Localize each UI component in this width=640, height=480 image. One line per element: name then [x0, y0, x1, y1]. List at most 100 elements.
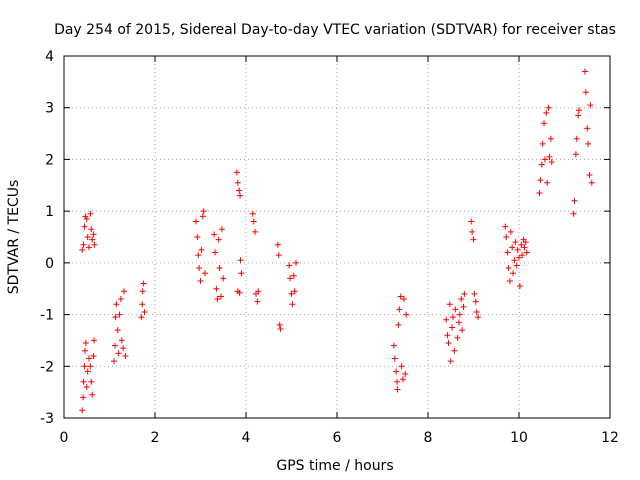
- data-point: [538, 161, 545, 168]
- x-tick-label: 10: [510, 430, 528, 446]
- data-point: [288, 290, 295, 297]
- data-point: [83, 383, 90, 390]
- data-point: [456, 311, 463, 318]
- data-point: [511, 257, 518, 264]
- data-point: [506, 277, 513, 284]
- data-point: [512, 239, 519, 246]
- data-point: [237, 257, 244, 264]
- data-point: [236, 289, 243, 296]
- data-point: [202, 270, 209, 277]
- data-point: [141, 308, 148, 315]
- data-point: [250, 218, 257, 225]
- data-point: [82, 213, 89, 220]
- data-point: [504, 249, 511, 256]
- data-point: [197, 277, 204, 284]
- data-point: [444, 332, 451, 339]
- data-point: [234, 179, 241, 186]
- x-tick-label: 12: [601, 430, 619, 446]
- data-point: [79, 246, 86, 253]
- chart-title: Day 254 of 2015, Sidereal Day-to-day VTE…: [54, 22, 616, 38]
- x-tick-label: 2: [151, 430, 160, 446]
- data-point: [450, 314, 457, 321]
- data-point: [541, 156, 548, 163]
- data-point: [81, 347, 88, 354]
- data-point: [400, 296, 407, 303]
- data-point: [286, 262, 293, 269]
- x-axis-title: GPS time / hours: [276, 458, 393, 474]
- data-point: [514, 246, 521, 253]
- y-tick-label: 1: [45, 204, 54, 220]
- data-point: [390, 342, 397, 349]
- data-point: [276, 321, 283, 328]
- data-point: [521, 244, 528, 251]
- data-point: [293, 259, 300, 266]
- data-point: [87, 210, 94, 217]
- data-point: [523, 249, 530, 256]
- data-point: [291, 288, 298, 295]
- x-tick-label: 6: [333, 430, 342, 446]
- data-point: [539, 140, 546, 147]
- data-point: [196, 265, 203, 272]
- data-point: [217, 293, 224, 300]
- data-point: [503, 234, 510, 240]
- data-point: [452, 306, 459, 313]
- data-point: [195, 252, 202, 259]
- data-point: [571, 197, 578, 204]
- data-point: [90, 231, 97, 238]
- data-point: [443, 316, 450, 323]
- data-point: [468, 218, 475, 225]
- data-point: [545, 104, 552, 111]
- data-point: [394, 378, 401, 385]
- data-points: [79, 68, 595, 414]
- data-point: [502, 223, 509, 230]
- data-point: [391, 355, 398, 362]
- data-point: [220, 275, 227, 282]
- data-point: [522, 239, 529, 246]
- data-point: [200, 208, 207, 215]
- data-point: [546, 153, 553, 160]
- data-point: [90, 352, 97, 359]
- data-point: [216, 265, 223, 272]
- y-axis-title: SDTVAR / TECUs: [6, 180, 22, 295]
- data-point: [447, 358, 454, 365]
- data-point: [88, 378, 95, 385]
- data-point: [215, 236, 222, 243]
- data-point: [82, 340, 89, 347]
- data-point: [88, 226, 95, 233]
- data-point: [198, 246, 205, 253]
- data-point: [80, 241, 87, 248]
- x-tick-label: 0: [60, 430, 69, 446]
- data-point: [582, 89, 589, 96]
- data-point: [475, 314, 482, 321]
- data-point: [120, 345, 127, 352]
- y-tick-label: 3: [45, 101, 54, 117]
- data-point: [213, 285, 220, 292]
- data-point: [572, 151, 579, 158]
- data-point: [86, 244, 93, 251]
- data-point: [290, 272, 297, 279]
- data-point: [87, 363, 94, 370]
- data-point: [139, 288, 146, 295]
- data-point: [541, 120, 548, 127]
- data-point: [399, 376, 406, 383]
- data-point: [588, 179, 595, 186]
- data-point: [80, 378, 87, 385]
- data-point: [118, 337, 125, 344]
- data-point: [454, 334, 461, 341]
- data-point: [122, 352, 129, 359]
- data-point: [238, 270, 245, 277]
- data-point: [199, 213, 206, 220]
- data-point: [393, 368, 400, 375]
- grid-lines: [64, 56, 610, 418]
- data-point: [289, 301, 296, 308]
- data-point: [516, 283, 523, 290]
- data-point: [218, 226, 225, 233]
- data-point: [111, 358, 118, 365]
- data-point: [473, 308, 480, 315]
- data-point: [212, 249, 219, 256]
- data-point: [274, 241, 281, 248]
- data-point: [91, 241, 98, 248]
- data-point: [403, 311, 410, 318]
- data-point: [83, 215, 90, 222]
